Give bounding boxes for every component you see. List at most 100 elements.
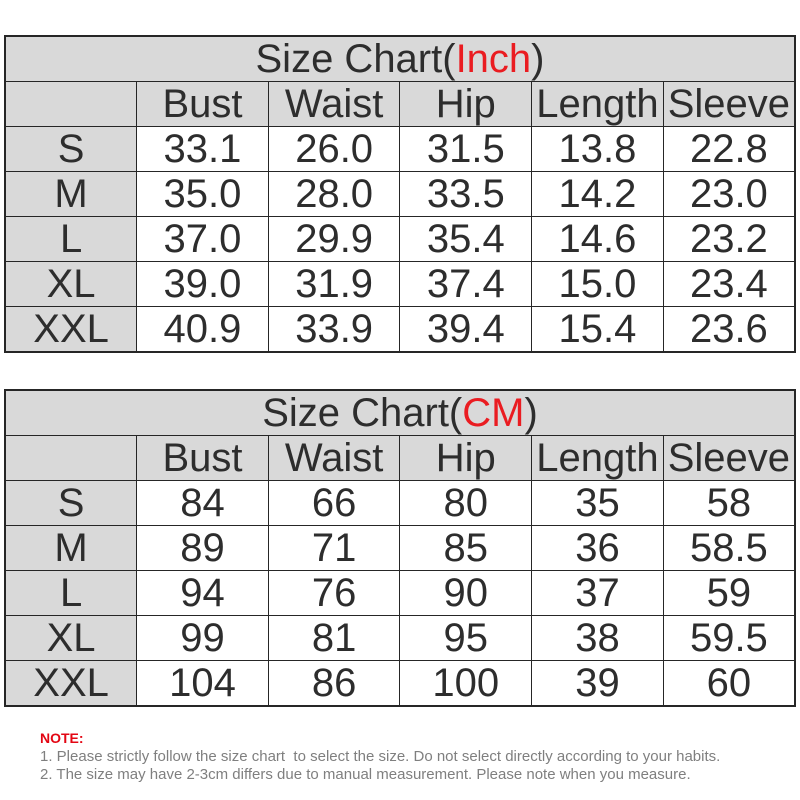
note-line-2: 2. The size may have 2-3cm differs due t… <box>40 766 691 783</box>
table-row-xxl: XXL 40.9 33.9 39.4 15.4 23.6 <box>4 306 796 353</box>
table-cell: 15.0 <box>531 261 664 307</box>
header-row: Bust Waist Hip Length Sleeve <box>4 435 796 481</box>
header-row: Bust Waist Hip Length Sleeve <box>4 81 796 127</box>
table-cell: 58.5 <box>662 525 796 571</box>
row-size-label: M <box>4 525 138 571</box>
table-cell: 35.4 <box>399 216 533 262</box>
column-header-sleeve: Sleeve <box>662 81 796 127</box>
table-cell: 14.2 <box>531 171 664 217</box>
table-cell: 59 <box>662 570 796 616</box>
table-cell: 37 <box>531 570 664 616</box>
table-cell: 22.8 <box>662 126 796 172</box>
size-table-inch: Size Chart(Inch) Bust Waist Hip Length S… <box>4 35 796 353</box>
table-cell: 23.4 <box>662 261 796 307</box>
table-title-inch: Size Chart(Inch) <box>4 35 796 82</box>
title-row: Size Chart(CM) <box>4 389 796 436</box>
table-row-m: M 89 71 85 36 58.5 <box>4 525 796 571</box>
column-header-length: Length <box>531 435 664 481</box>
table-cell: 26.0 <box>267 126 401 172</box>
table-cell: 90 <box>399 570 533 616</box>
row-size-label: M <box>4 171 138 217</box>
table-cell: 58 <box>662 480 796 526</box>
title-text: ) <box>531 37 545 81</box>
row-size-label: XXL <box>4 660 138 707</box>
table-cell: 37.0 <box>136 216 269 262</box>
title-text: Size Chart( <box>255 37 456 81</box>
table-cell: 81 <box>267 615 401 661</box>
title-text: ) <box>524 391 538 435</box>
row-size-label: L <box>4 570 138 616</box>
table-row-s: S 33.1 26.0 31.5 13.8 22.8 <box>4 126 796 172</box>
table-cell: 37.4 <box>399 261 533 307</box>
note-section: NOTE: 1. Please strictly follow the size… <box>40 730 760 784</box>
table-cell: 13.8 <box>531 126 664 172</box>
column-header-hip: Hip <box>399 81 533 127</box>
table-cell: 33.1 <box>136 126 269 172</box>
table-cell: 89 <box>136 525 269 571</box>
table-cell: 71 <box>267 525 401 571</box>
column-header-sleeve: Sleeve <box>662 435 796 481</box>
table-cell: 15.4 <box>531 306 664 353</box>
table-cell: 95 <box>399 615 533 661</box>
column-header-blank <box>4 81 138 127</box>
row-size-label: XL <box>4 615 138 661</box>
table-cell: 36 <box>531 525 664 571</box>
table-cell: 33.5 <box>399 171 533 217</box>
table-cell: 99 <box>136 615 269 661</box>
column-header-bust: Bust <box>136 435 269 481</box>
table-row-xxl: XXL 104 86 100 39 60 <box>4 660 796 707</box>
row-size-label: S <box>4 126 138 172</box>
title-unit-cm: CM <box>462 391 525 435</box>
table-cell: 59.5 <box>662 615 796 661</box>
table-row-s: S 84 66 80 35 58 <box>4 480 796 526</box>
note-label: NOTE: <box>40 730 84 746</box>
table-cell: 104 <box>136 660 269 707</box>
title-unit-inch: Inch <box>455 37 532 81</box>
note-line-1: 1. Please strictly follow the size chart… <box>40 748 721 765</box>
title-row: Size Chart(Inch) <box>4 35 796 82</box>
row-size-label: XXL <box>4 306 138 353</box>
table-cell: 100 <box>399 660 533 707</box>
row-size-label: S <box>4 480 138 526</box>
table-row-xl: XL 99 81 95 38 59.5 <box>4 615 796 661</box>
table-cell: 66 <box>267 480 401 526</box>
table-cell: 80 <box>399 480 533 526</box>
table-row-m: M 35.0 28.0 33.5 14.2 23.0 <box>4 171 796 217</box>
title-text: Size Chart( <box>262 391 463 435</box>
column-header-hip: Hip <box>399 435 533 481</box>
table-cell: 28.0 <box>267 171 401 217</box>
table-cell: 35 <box>531 480 664 526</box>
table-cell: 23.6 <box>662 306 796 353</box>
table-cell: 84 <box>136 480 269 526</box>
column-header-length: Length <box>531 81 664 127</box>
table-cell: 86 <box>267 660 401 707</box>
table-row-l: L 37.0 29.9 35.4 14.6 23.2 <box>4 216 796 262</box>
table-cell: 29.9 <box>267 216 401 262</box>
table-cell: 38 <box>531 615 664 661</box>
size-table-cm: Size Chart(CM) Bust Waist Hip Length Sle… <box>4 389 796 707</box>
table-cell: 33.9 <box>267 306 401 353</box>
table-cell: 23.0 <box>662 171 796 217</box>
table-title-cm: Size Chart(CM) <box>4 389 796 436</box>
table-cell: 40.9 <box>136 306 269 353</box>
column-header-waist: Waist <box>267 435 401 481</box>
table-cell: 31.9 <box>267 261 401 307</box>
table-cell: 31.5 <box>399 126 533 172</box>
column-header-bust: Bust <box>136 81 269 127</box>
table-cell: 60 <box>662 660 796 707</box>
table-cell: 14.6 <box>531 216 664 262</box>
table-cell: 39 <box>531 660 664 707</box>
table-row-xl: XL 39.0 31.9 37.4 15.0 23.4 <box>4 261 796 307</box>
table-cell: 94 <box>136 570 269 616</box>
table-cell: 35.0 <box>136 171 269 217</box>
table-cell: 85 <box>399 525 533 571</box>
row-size-label: XL <box>4 261 138 307</box>
table-cell: 39.0 <box>136 261 269 307</box>
column-header-waist: Waist <box>267 81 401 127</box>
table-row-l: L 94 76 90 37 59 <box>4 570 796 616</box>
size-chart-image: Size Chart(Inch) Bust Waist Hip Length S… <box>0 35 800 800</box>
column-header-blank <box>4 435 138 481</box>
table-cell: 76 <box>267 570 401 616</box>
table-cell: 23.2 <box>662 216 796 262</box>
row-size-label: L <box>4 216 138 262</box>
